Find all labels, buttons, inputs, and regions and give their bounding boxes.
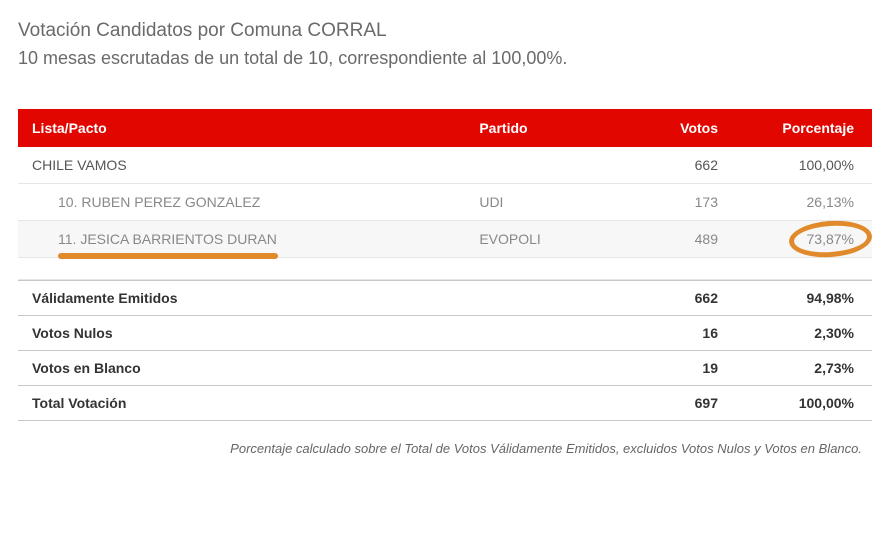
summary-row: Total Votación 697 100,00%: [18, 386, 872, 421]
results-table: Lista/Pacto Partido Votos Porcentaje CHI…: [18, 109, 872, 280]
footnote: Porcentaje calculado sobre el Total de V…: [18, 441, 872, 456]
summary-row: Votos Nulos 16 2,30%: [18, 316, 872, 351]
candidate-name-highlighted: 11. JESICA BARRIENTOS DURAN: [18, 221, 465, 258]
highlight-circle: 73,87%: [807, 231, 854, 247]
col-header-votos: Votos: [612, 109, 732, 147]
summary-pct: 94,98%: [732, 281, 872, 316]
summary-pct: 100,00%: [732, 386, 872, 421]
summary-label: Total Votación: [18, 386, 412, 421]
summary-spacer: [412, 351, 612, 386]
table-header-row: Lista/Pacto Partido Votos Porcentaje: [18, 109, 872, 147]
summary-row: Votos en Blanco 19 2,73%: [18, 351, 872, 386]
candidate-name: 10. RUBEN PEREZ GONZALEZ: [18, 184, 465, 221]
col-header-lista: Lista/Pacto: [18, 109, 465, 147]
summary-label: Votos Nulos: [18, 316, 412, 351]
summary-votos: 16: [612, 316, 732, 351]
summary-spacer: [412, 316, 612, 351]
summary-label: Válidamente Emitidos: [18, 281, 412, 316]
table-row: 10. RUBEN PEREZ GONZALEZ UDI 173 26,13%: [18, 184, 872, 221]
candidate-partido: UDI: [465, 184, 612, 221]
summary-table: Válidamente Emitidos 662 94,98% Votos Nu…: [18, 280, 872, 421]
summary-spacer: [412, 281, 612, 316]
summary-votos: 19: [612, 351, 732, 386]
summary-spacer: [412, 386, 612, 421]
page-subtitle: 10 mesas escrutadas de un total de 10, c…: [18, 48, 872, 69]
coalition-votos: 662: [612, 147, 732, 184]
col-header-porcentaje: Porcentaje: [732, 109, 872, 147]
candidate-partido: EVOPOLI: [465, 221, 612, 258]
summary-row: Válidamente Emitidos 662 94,98%: [18, 281, 872, 316]
col-header-partido: Partido: [465, 109, 612, 147]
spacer: [18, 258, 872, 280]
summary-pct: 2,73%: [732, 351, 872, 386]
candidate-pct-highlighted: 73,87%: [732, 221, 872, 258]
summary-pct: 2,30%: [732, 316, 872, 351]
coalition-row: CHILE VAMOS 662 100,00%: [18, 147, 872, 184]
candidate-votos: 173: [612, 184, 732, 221]
candidate-votos: 489: [612, 221, 732, 258]
candidate-pct: 26,13%: [732, 184, 872, 221]
summary-label: Votos en Blanco: [18, 351, 412, 386]
table-row: 11. JESICA BARRIENTOS DURAN EVOPOLI 489 …: [18, 221, 872, 258]
summary-votos: 662: [612, 281, 732, 316]
coalition-partido: [465, 147, 612, 184]
coalition-pct: 100,00%: [732, 147, 872, 184]
coalition-name: CHILE VAMOS: [18, 147, 465, 184]
page-title: Votación Candidatos por Comuna CORRAL: [18, 20, 872, 42]
summary-votos: 697: [612, 386, 732, 421]
